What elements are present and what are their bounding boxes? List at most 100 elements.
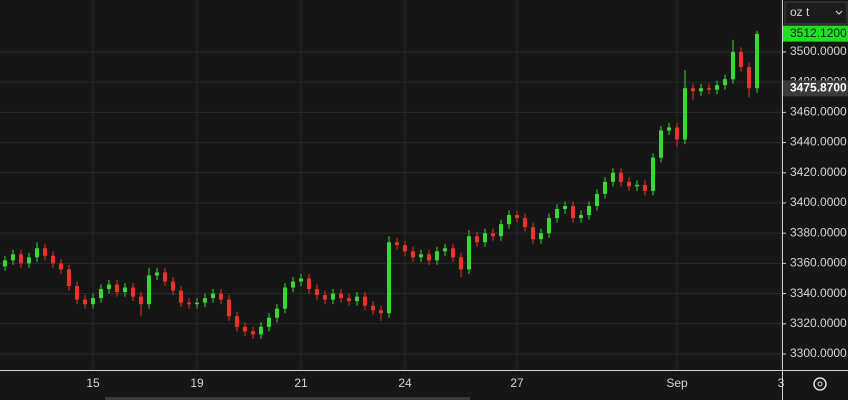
x-tick-label: 15 [86,376,100,390]
candle-body [515,215,519,219]
candle-body [331,293,335,300]
candle-body [579,215,583,219]
candle-body [35,248,39,258]
candle-body [171,281,175,291]
candle-body [419,254,423,258]
candle-body [427,254,431,261]
candle-body [307,278,311,290]
candle-body [467,236,471,270]
candle-body [443,248,447,252]
candle-body [323,295,327,300]
candle-body [379,310,383,314]
price-label-box [783,80,848,97]
candle-body [531,227,535,240]
candle-body [259,326,263,335]
candle-body [75,286,79,300]
candle-body [339,293,343,299]
candle-body [251,331,255,335]
candle-body [635,184,639,187]
candle-body [475,236,479,243]
candle-body [19,254,23,264]
candle-body [59,263,63,270]
candle-body [299,278,303,282]
x-tick-label: Sep [666,376,688,390]
candle-body [555,209,559,219]
candle-body [347,298,351,302]
candle-body [107,284,111,290]
price-label-box [783,25,848,42]
candle-body [411,251,415,258]
candle-body [491,233,495,237]
candle-body [235,316,239,327]
y-tick-label: 3500.0000 [790,44,847,58]
candle-body [371,305,375,311]
candle-body [283,287,287,309]
candle-body [571,205,575,219]
x-tick-label: 27 [510,376,524,390]
candle-body [619,172,623,182]
candle-body [547,218,551,234]
candle-body [707,88,711,90]
candle-body [387,242,391,314]
candle-body [11,254,15,261]
y-tick-label: 3420.0000 [790,165,847,179]
candle-body [651,157,655,191]
candle-body [115,284,119,293]
settings-icon [813,377,827,391]
x-tick-label: 21 [294,376,308,390]
y-tick-label: 3400.0000 [790,195,847,209]
candle-body [27,257,31,264]
x-tick-label: 19 [190,376,204,390]
axes: 3300.0000 3320.0000 3340.0000 3360.0000 3380… [86,25,848,390]
candle-body [195,302,199,305]
candle-body [131,287,135,297]
candle-body [483,233,487,243]
y-tick-label: 3340.0000 [790,286,847,300]
candle-body [627,181,631,187]
grid [0,0,782,370]
candle-body [211,293,215,299]
y-tick-label: 3320.0000 [790,316,847,330]
candle-body [403,245,407,252]
y-tick-label: 3460.0000 [790,105,847,119]
candle-body [739,51,743,68]
candle-body [363,296,367,306]
candle-body [715,85,719,90]
candle-body [667,127,671,131]
settings-icon-center [817,381,823,387]
settings-button[interactable] [813,377,827,391]
candle-body [355,296,359,302]
candle-body [51,255,55,264]
candle-body [291,281,295,288]
y-tick-label: 3300.0000 [790,346,847,360]
candle-body [315,289,319,296]
candle-body [3,260,7,267]
candle-body [395,242,399,246]
candle-body [699,88,703,92]
candle-body [203,298,207,303]
candle-body [83,299,87,305]
candle-body [691,88,695,92]
x-tick-label: 3 [778,376,785,390]
candle-body [219,293,223,300]
unit-selector[interactable] [784,1,848,25]
candle-body [67,269,71,287]
candle-body [603,181,607,194]
candle-body [155,272,159,276]
candle-body [587,205,591,216]
candle-body [227,299,231,317]
price-label: 3512.1200 [790,26,847,40]
candle-body [755,33,759,89]
candle-body [523,218,527,228]
candles [3,30,759,339]
candle-body [563,205,567,210]
y-tick-label: 3380.0000 [790,225,847,239]
candle-body [99,289,103,299]
candle-body [747,67,751,89]
candle-body [611,172,615,182]
candle-body [595,193,599,206]
y-tick-label: 3360.0000 [790,256,847,270]
